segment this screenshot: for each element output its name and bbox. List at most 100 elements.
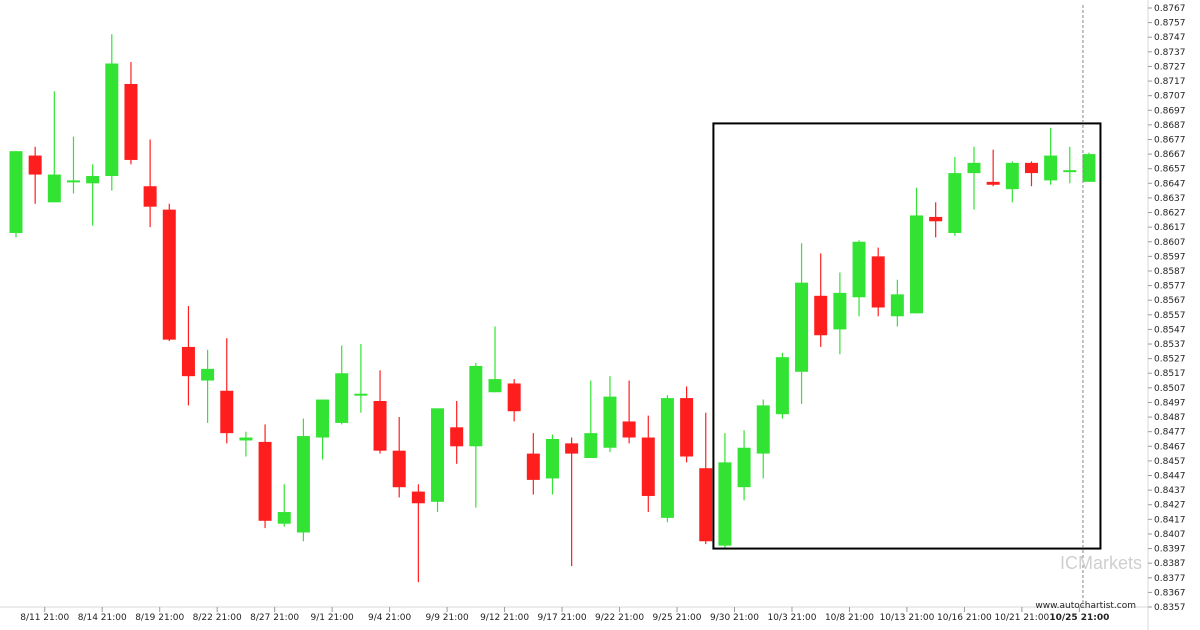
candle xyxy=(239,431,253,457)
x-tick-label: 9/30 21:00 xyxy=(710,613,759,623)
y-tick-label: 0.8437 xyxy=(1154,486,1186,496)
watermark-logo: ICMarkets xyxy=(1060,553,1142,573)
candle xyxy=(718,433,732,549)
x-tick-label: 8/19 21:00 xyxy=(135,613,184,623)
candle-body xyxy=(1082,154,1096,182)
x-tick-label: 9/1 21:00 xyxy=(310,613,354,623)
candle-body xyxy=(9,151,23,233)
candle-body xyxy=(469,365,483,447)
candle-body xyxy=(181,346,195,377)
x-tick-label: 8/11 21:00 xyxy=(20,613,69,623)
y-tick-label: 0.8627 xyxy=(1154,209,1186,219)
candle-body xyxy=(852,241,866,298)
candle xyxy=(9,151,23,238)
candle-body xyxy=(526,453,540,480)
candle xyxy=(833,272,847,355)
candle-body xyxy=(431,408,445,502)
candle xyxy=(277,484,291,527)
y-tick-label: 0.8497 xyxy=(1154,398,1186,408)
candle xyxy=(545,434,559,495)
x-tick-label: 8/14 21:00 xyxy=(78,613,127,623)
y-tick-label: 0.8667 xyxy=(1154,150,1186,160)
candle xyxy=(852,240,866,317)
y-tick-label: 0.8687 xyxy=(1154,121,1186,131)
x-tick-label: 9/9 21:00 xyxy=(425,613,469,623)
candle xyxy=(948,157,962,236)
candle-body xyxy=(354,393,368,396)
candle-body xyxy=(296,436,310,533)
candle-body xyxy=(1044,155,1058,181)
candle xyxy=(507,379,521,422)
candle xyxy=(641,415,655,513)
candle-body xyxy=(316,399,330,438)
candle xyxy=(86,164,100,226)
candle xyxy=(1044,127,1058,185)
candle-body xyxy=(258,441,272,521)
y-tick-label: 0.8417 xyxy=(1154,515,1186,525)
x-tick-label: 10/16 21:00 xyxy=(937,613,992,623)
candle-body xyxy=(775,357,789,415)
candle-body xyxy=(622,421,636,438)
x-tick-label: 9/22 21:00 xyxy=(595,613,644,623)
candle xyxy=(890,279,904,327)
x-tick-label: 10/8 21:00 xyxy=(825,613,874,623)
y-tick-label: 0.8537 xyxy=(1154,340,1186,350)
candle xyxy=(929,202,943,238)
y-tick-label: 0.8737 xyxy=(1154,48,1186,58)
candle xyxy=(258,424,272,529)
candle-body xyxy=(488,379,502,393)
candle xyxy=(201,349,215,423)
candle xyxy=(66,136,80,194)
candle-body xyxy=(507,383,521,412)
candle xyxy=(622,380,636,444)
candle-body xyxy=(795,282,809,372)
candle xyxy=(124,62,138,165)
candle xyxy=(1024,161,1038,187)
candle xyxy=(871,247,885,317)
candles-layer xyxy=(9,34,1096,583)
candle xyxy=(316,399,330,460)
candle xyxy=(28,146,42,204)
candle xyxy=(373,370,387,454)
candle-body xyxy=(392,450,406,488)
candle xyxy=(411,484,425,583)
candle-body xyxy=(105,63,119,177)
candle-body xyxy=(1063,170,1077,173)
source-label: www.autochartist.com xyxy=(1035,601,1136,611)
candle-body xyxy=(28,155,42,175)
candle-body xyxy=(66,180,80,183)
candle xyxy=(1005,161,1019,203)
y-tick-label: 0.8677 xyxy=(1154,135,1186,145)
candle-body xyxy=(660,398,674,518)
candle-body xyxy=(871,256,885,308)
highlight-box-layer xyxy=(712,5,1102,607)
y-tick-label: 0.8507 xyxy=(1154,384,1186,394)
y-tick-label: 0.8657 xyxy=(1154,165,1186,175)
candle xyxy=(143,139,157,228)
y-tick-label: 0.8567 xyxy=(1154,296,1186,306)
y-tick-label: 0.8607 xyxy=(1154,238,1186,248)
y-tick-label: 0.8397 xyxy=(1154,545,1186,555)
candle-body xyxy=(450,427,464,447)
x-tick-label: 9/25 21:00 xyxy=(653,613,702,623)
candle-body xyxy=(143,186,157,207)
candle-body xyxy=(239,437,253,441)
candle-body xyxy=(948,173,962,233)
candle-body xyxy=(335,373,349,423)
y-tick-label: 0.8767 xyxy=(1154,4,1186,14)
candle xyxy=(737,430,751,501)
candle xyxy=(1063,146,1077,184)
y-tick-label: 0.8697 xyxy=(1154,106,1186,116)
candle-body xyxy=(411,491,425,504)
candle xyxy=(603,376,617,453)
candle-body xyxy=(220,390,234,434)
candle xyxy=(354,344,368,413)
candle-body xyxy=(162,209,176,340)
candle xyxy=(660,395,674,523)
y-tick-label: 0.8407 xyxy=(1154,530,1186,540)
candle xyxy=(775,352,789,419)
candle-body xyxy=(1024,162,1038,174)
candle-body xyxy=(890,294,904,317)
y-tick-label: 0.8487 xyxy=(1154,413,1186,423)
y-tick-label: 0.8547 xyxy=(1154,325,1186,335)
